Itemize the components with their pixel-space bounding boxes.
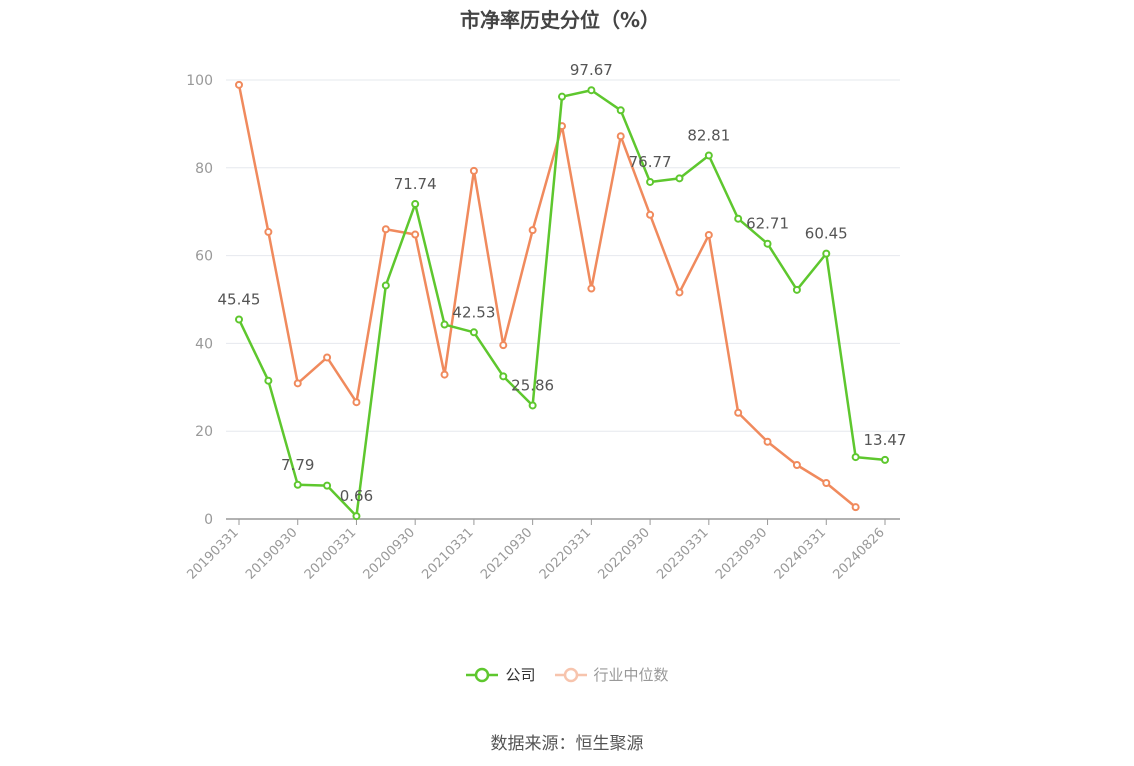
data-label-company: 0.66 — [340, 487, 373, 505]
x-tick-label: 20200930 — [361, 525, 418, 582]
data-label-company: 97.67 — [570, 61, 613, 79]
data-label-company: 45.45 — [218, 290, 261, 308]
data-point-company — [440, 320, 449, 329]
data-point-company — [499, 372, 508, 381]
data-point-company — [587, 86, 596, 95]
legend-label-company: 公司 — [505, 666, 536, 684]
data-point-industry — [293, 379, 302, 388]
data-label-company: 60.45 — [805, 225, 848, 243]
x-tick-label: 20190930 — [243, 525, 300, 582]
data-point-industry — [499, 341, 508, 350]
data-point-company — [881, 455, 889, 464]
data-point-company — [822, 249, 831, 258]
data-point-company — [235, 315, 243, 324]
legend-item-industry[interactable]: 行业中位数 — [554, 664, 669, 685]
data-point-industry — [616, 132, 625, 141]
data-point-industry — [235, 80, 243, 89]
data-label-company: 62.71 — [746, 215, 789, 233]
data-point-company — [411, 200, 420, 209]
y-tick-label: 20 — [195, 424, 213, 440]
y-tick-label: 60 — [195, 249, 213, 265]
x-tick-label: 20200331 — [302, 525, 359, 582]
data-label-company: 7.79 — [281, 456, 314, 474]
data-point-industry — [675, 288, 684, 297]
data-point-company — [734, 214, 743, 223]
x-tick-label: 20210930 — [478, 525, 535, 582]
y-tick-label: 40 — [195, 336, 213, 352]
data-label-company: 71.74 — [394, 175, 437, 193]
data-label-company: 82.81 — [687, 126, 730, 144]
legend: 公司 行业中位数 — [0, 664, 1134, 685]
x-tick-label: 20220331 — [537, 525, 594, 582]
data-point-industry — [587, 284, 596, 293]
legend-company-marker-icon — [466, 667, 499, 682]
legend-industry-marker-icon — [554, 667, 587, 682]
data-point-company — [323, 481, 332, 490]
data-point-company — [704, 151, 713, 160]
data-point-company — [293, 480, 302, 489]
data-point-industry — [763, 437, 772, 446]
y-tick-label: 0 — [204, 512, 213, 528]
data-point-industry — [792, 461, 801, 470]
data-point-industry — [704, 230, 713, 239]
data-label-company: 13.47 — [864, 431, 907, 449]
data-point-industry — [352, 398, 361, 407]
data-point-company — [792, 285, 801, 294]
data-point-company — [352, 512, 361, 521]
series-line-company — [237, 88, 886, 518]
data-point-company — [675, 174, 684, 183]
data-point-industry — [411, 230, 420, 239]
x-tick-label: 20230331 — [654, 525, 711, 582]
data-point-company — [851, 453, 860, 462]
data-point-company — [469, 328, 478, 337]
data-point-company — [264, 376, 273, 385]
x-tick-label: 20230930 — [713, 525, 770, 582]
x-tick-label: 20210331 — [419, 525, 476, 582]
data-point-company — [763, 239, 772, 248]
data-label-company: 76.77 — [629, 153, 672, 171]
x-tick-label: 20240331 — [772, 525, 829, 582]
x-tick-label: 20220930 — [596, 525, 653, 582]
data-point-industry — [440, 370, 449, 379]
data-point-industry — [469, 166, 478, 175]
data-point-industry — [734, 408, 743, 417]
x-tick-label: 20190331 — [184, 525, 241, 582]
data-point-industry — [646, 210, 655, 219]
data-point-industry — [528, 226, 537, 235]
data-source: 数据来源：恒生聚源 — [490, 734, 644, 754]
data-point-industry — [851, 503, 860, 512]
data-point-company — [381, 281, 390, 290]
y-tick-label: 100 — [186, 73, 213, 89]
data-point-industry — [381, 225, 390, 234]
chart-title: 市净率历史分位（%） — [459, 8, 661, 32]
data-label-company: 25.86 — [511, 376, 554, 394]
data-label-company: 42.53 — [452, 303, 495, 321]
line-chart: 0 20 40 60 80 100 20190331 20190930 20200331 2020… — [184, 61, 907, 582]
data-point-industry — [323, 353, 332, 362]
data-point-company — [558, 92, 566, 101]
data-point-industry — [822, 479, 831, 488]
series-line-industry — [237, 84, 857, 509]
data-point-company — [616, 106, 625, 115]
legend-item-company[interactable]: 公司 — [465, 664, 536, 685]
data-point-industry — [264, 227, 273, 236]
x-tick-label: 20240826 — [830, 525, 887, 582]
data-point-company — [646, 177, 655, 186]
y-tick-label: 80 — [195, 161, 213, 177]
data-point-company — [528, 401, 537, 410]
legend-label-industry: 行业中位数 — [593, 666, 669, 684]
